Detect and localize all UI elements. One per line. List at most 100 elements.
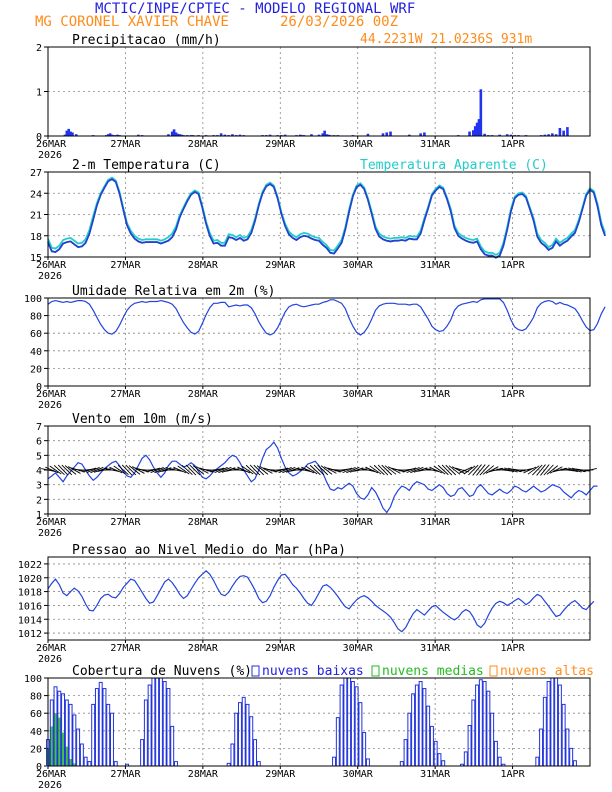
wind-arrow bbox=[169, 468, 183, 472]
x-tick-label: 29MAR bbox=[265, 517, 296, 528]
wind-arrow bbox=[189, 464, 201, 476]
cloud-bar-low bbox=[158, 677, 163, 767]
wind-arrow bbox=[125, 464, 137, 476]
wind-arrow bbox=[157, 467, 172, 473]
wind-arrow bbox=[301, 466, 315, 474]
wind-arrow bbox=[317, 464, 329, 476]
cloud-bar-low bbox=[94, 688, 99, 767]
precip-bar bbox=[63, 134, 67, 136]
x-tick-label: 26MAR bbox=[36, 139, 67, 150]
panel-4: 1 2 3 4 5 6 7 26MAR 27MAR 28MAR 29MAR 30MAR 31MAR 1AP… bbox=[36, 412, 598, 539]
precip-bar bbox=[366, 133, 370, 136]
precip-bar bbox=[106, 134, 110, 136]
precip-bar bbox=[554, 134, 558, 136]
precip-bar bbox=[566, 127, 569, 136]
cloud-bar-low bbox=[166, 688, 171, 767]
cloud-bar-low bbox=[147, 684, 152, 767]
cloud-bar-mid bbox=[57, 717, 61, 766]
x-year-label: 2026 bbox=[38, 400, 62, 411]
y-tick-label: 60 bbox=[30, 329, 42, 340]
cloud-bar-low bbox=[475, 684, 480, 767]
precip-bar bbox=[562, 130, 565, 136]
cloud-bar-low bbox=[106, 703, 111, 767]
wind-arrow bbox=[121, 464, 133, 476]
wind-arrow bbox=[53, 464, 65, 476]
cloud-bar-low bbox=[572, 760, 577, 767]
cloud-bar-low bbox=[79, 743, 84, 767]
wind-arrow bbox=[406, 466, 420, 474]
panel-6: 0 20 40 60 80 100 26MAR 27MAR 28MAR 29MAR 30MAR 31M… bbox=[24, 664, 594, 791]
x-tick-label: 31MAR bbox=[420, 389, 451, 400]
wind-arrow bbox=[285, 467, 300, 473]
precip-bar bbox=[116, 134, 119, 136]
series-line-1 bbox=[47, 569, 595, 633]
x-tick-label: 1APR bbox=[501, 260, 526, 271]
wind-arrow bbox=[451, 466, 465, 474]
precip-bar bbox=[65, 130, 69, 136]
cloud-bar-mid bbox=[50, 726, 54, 766]
x-tick-label: 31MAR bbox=[420, 139, 451, 150]
wind-arrow bbox=[45, 466, 59, 474]
cloud-bar-low bbox=[230, 743, 235, 767]
legend-3: nuvens altas bbox=[500, 664, 594, 679]
y-tick-label: 18 bbox=[30, 232, 42, 243]
cloud-bar-low bbox=[482, 681, 487, 767]
cloud-bar-low bbox=[478, 679, 483, 767]
wind-arrow bbox=[154, 466, 168, 474]
wind-arrow bbox=[543, 464, 554, 476]
cloud-bar-low bbox=[403, 739, 408, 767]
precip-bar bbox=[283, 134, 287, 136]
panel-title: Pressao ao Nivel Medio do Mar (hPa) bbox=[72, 543, 346, 558]
wind-arrow bbox=[210, 467, 225, 473]
precip-bar bbox=[558, 127, 562, 136]
cloud-bar-low bbox=[76, 728, 81, 767]
y-tick-label: 1020 bbox=[18, 574, 42, 585]
x-tick-label: 28MAR bbox=[188, 517, 219, 528]
x-tick-label: 28MAR bbox=[188, 260, 219, 271]
cloud-bar-low bbox=[72, 714, 77, 767]
x-tick-label: 1APR bbox=[501, 643, 526, 654]
wind-arrow bbox=[185, 464, 197, 476]
precip-bar bbox=[268, 134, 272, 136]
wind-arrow bbox=[437, 464, 449, 476]
cloud-bar-low bbox=[68, 703, 73, 767]
x-tick-label: 27MAR bbox=[110, 139, 141, 150]
precip-bar bbox=[325, 134, 328, 136]
wind-arrow bbox=[455, 467, 469, 473]
cloud-bar-low bbox=[486, 690, 491, 767]
cloud-bar-low bbox=[102, 688, 107, 767]
wind-arrow bbox=[113, 465, 126, 475]
cloud-bar-low bbox=[422, 688, 427, 767]
wind-arrow bbox=[429, 466, 443, 474]
cloud-bar-low bbox=[490, 712, 495, 767]
y-tick-label: 1022 bbox=[18, 560, 42, 571]
precip-bar bbox=[543, 134, 547, 136]
y-tick-label: 2 bbox=[36, 43, 42, 54]
wind-arrow bbox=[128, 465, 141, 475]
x-tick-label: 26MAR bbox=[36, 260, 67, 271]
precip-bar bbox=[479, 89, 483, 136]
wind-arrow bbox=[373, 464, 385, 476]
wind-arrow bbox=[342, 466, 356, 474]
wind-arrow bbox=[86, 466, 100, 474]
wind-arrow bbox=[564, 467, 579, 473]
wind-arrow bbox=[320, 465, 333, 475]
cloud-bar-low bbox=[463, 751, 468, 767]
x-tick-label: 27MAR bbox=[110, 389, 141, 400]
panel-3: 0 20 40 60 80 100 26MAR 27MAR 28MAR 29MAR 30MAR 31M… bbox=[24, 284, 606, 411]
precip-bar bbox=[69, 131, 72, 136]
cloud-bar-low bbox=[237, 702, 242, 767]
cloud-bar-low bbox=[151, 677, 156, 767]
wind-arrow bbox=[546, 465, 559, 475]
wind-arrow bbox=[192, 465, 205, 475]
x-year-label: 2026 bbox=[38, 150, 62, 161]
x-tick-label: 31MAR bbox=[420, 260, 451, 271]
x-tick-label: 27MAR bbox=[110, 517, 141, 528]
wind-arrow bbox=[278, 466, 292, 474]
x-tick-label: 26MAR bbox=[36, 769, 67, 780]
wind-arrow bbox=[472, 464, 482, 476]
x-tick-label: 30MAR bbox=[343, 769, 374, 780]
wind-arrow bbox=[195, 466, 209, 474]
wind-arrow bbox=[323, 466, 337, 474]
cloud-bar-low bbox=[441, 760, 446, 767]
